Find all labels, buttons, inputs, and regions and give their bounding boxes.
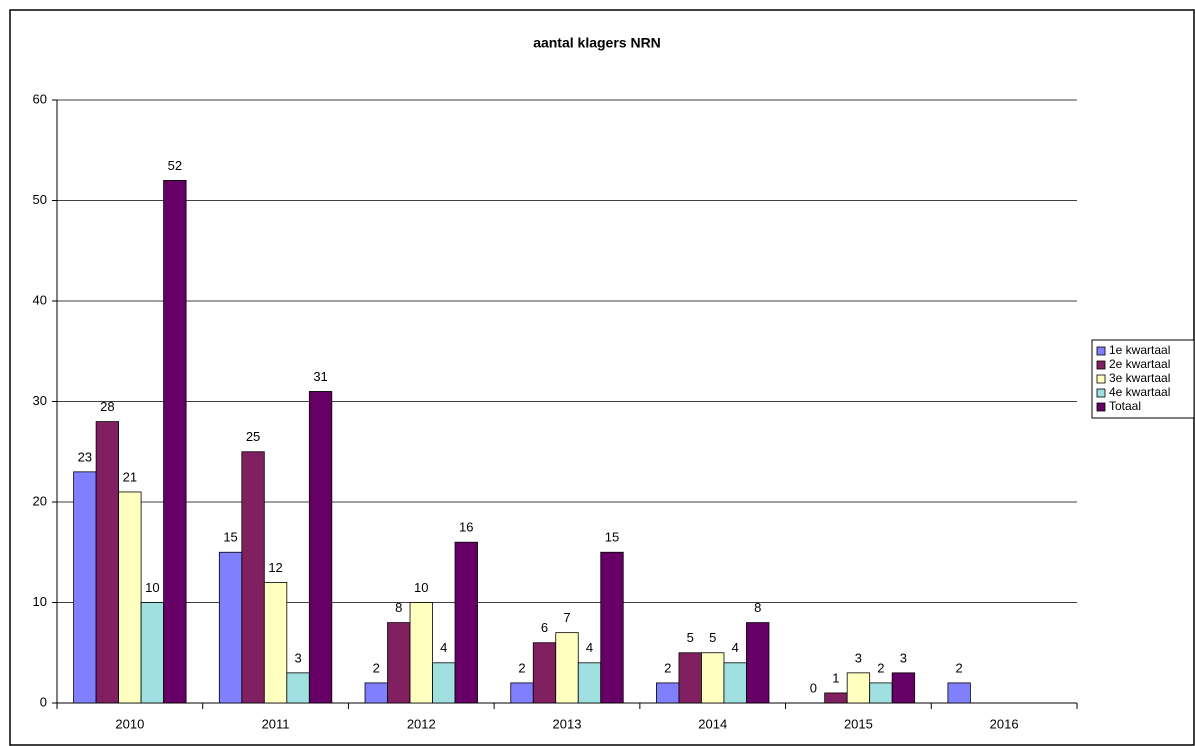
bar (95, 421, 120, 704)
data-label: 4 (440, 640, 447, 655)
bar (555, 632, 579, 704)
data-label: 5 (687, 630, 694, 645)
data-label: 21 (123, 469, 137, 484)
bar (118, 491, 142, 704)
data-label: 3 (855, 650, 862, 665)
legend-box (1091, 339, 1195, 419)
bar (532, 642, 557, 704)
data-label: 8 (754, 600, 761, 615)
data-label: 3 (900, 650, 907, 665)
data-label: 10 (145, 580, 159, 595)
y-tick-label: 60 (33, 91, 47, 106)
data-label: 2 (877, 660, 884, 675)
bar (701, 652, 725, 704)
legend-label: 4e kwartaal (1109, 385, 1170, 399)
y-tick-label: 20 (33, 493, 47, 508)
bar (73, 471, 97, 704)
legend-swatch (1096, 374, 1106, 384)
data-label: 2 (956, 660, 963, 675)
data-label: 6 (541, 620, 548, 635)
bar (656, 682, 680, 704)
legend-label: 3e kwartaal (1109, 371, 1170, 385)
data-label: 8 (395, 600, 402, 615)
x-tick-label: 2010 (115, 716, 144, 731)
y-tick-label: 50 (33, 192, 47, 207)
legend-label: 2e kwartaal (1109, 357, 1170, 371)
y-tick-label: 40 (33, 292, 47, 307)
x-tick-label: 2014 (698, 716, 727, 731)
data-label: 3 (294, 650, 301, 665)
legend-label: 1e kwartaal (1109, 343, 1170, 357)
bar (218, 551, 243, 704)
x-tick-label: 2013 (553, 716, 582, 731)
bar (308, 391, 333, 704)
bar (600, 551, 624, 704)
data-label: 12 (268, 560, 282, 575)
legend-swatch (1096, 402, 1106, 412)
data-label: 2 (373, 660, 380, 675)
legend-swatch (1096, 346, 1106, 356)
x-tick-label: 2016 (990, 716, 1019, 731)
data-label: 0 (810, 680, 817, 695)
chart-title: aantal klagers NRN (533, 35, 661, 51)
bar (140, 602, 165, 704)
bar (723, 662, 747, 704)
bar (577, 662, 602, 704)
data-label: 1 (832, 670, 839, 685)
bar (824, 692, 848, 704)
data-label: 16 (459, 520, 473, 535)
bar (891, 672, 916, 704)
x-tick-label: 2011 (262, 716, 290, 731)
y-tick-label: 10 (33, 594, 47, 609)
bar (947, 682, 971, 704)
y-tick-label: 0 (40, 694, 47, 709)
bar (746, 622, 770, 704)
data-label: 4 (586, 640, 593, 655)
bar (241, 451, 265, 704)
data-label: 5 (709, 630, 716, 645)
data-label: 23 (78, 449, 92, 464)
data-label: 31 (313, 369, 327, 384)
y-tick-label: 30 (33, 393, 47, 408)
bar (510, 682, 534, 704)
legend-swatch (1096, 360, 1106, 370)
x-tick-label: 2012 (407, 716, 436, 731)
bar (454, 541, 478, 704)
bar (678, 652, 702, 704)
data-label: 52 (168, 158, 182, 173)
bar (409, 602, 433, 704)
bar (286, 672, 310, 704)
bar (869, 682, 893, 704)
data-label: 10 (414, 580, 428, 595)
bar (846, 672, 871, 704)
data-label: 4 (732, 640, 739, 655)
bar (432, 662, 456, 704)
data-label: 2 (518, 660, 525, 675)
data-label: 15 (605, 530, 619, 545)
legend-label: Totaal (1109, 399, 1141, 413)
bar (163, 179, 187, 704)
bar (364, 682, 388, 704)
data-label: 28 (100, 399, 114, 414)
data-label: 7 (563, 610, 570, 625)
bar (387, 622, 411, 704)
data-label: 25 (246, 429, 260, 444)
legend-swatch (1096, 388, 1106, 398)
bar (263, 582, 288, 704)
x-tick-label: 2015 (844, 716, 873, 731)
data-label: 2 (664, 660, 671, 675)
data-label: 15 (223, 530, 237, 545)
